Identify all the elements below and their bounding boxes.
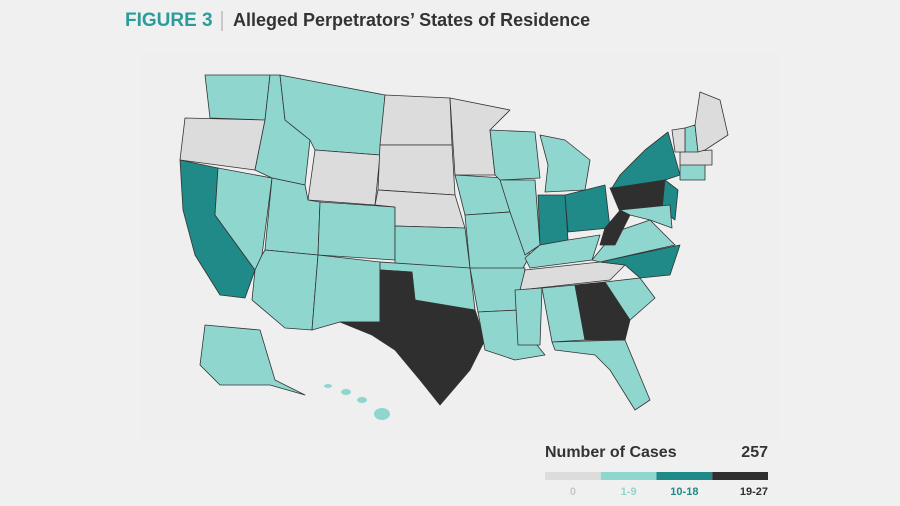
state [574,281,631,341]
state [537,194,569,246]
state [519,261,626,291]
state [489,129,541,181]
state [694,91,729,153]
legend-title: Number of Cases [545,444,677,461]
legend-swatch [712,472,768,480]
state [311,254,381,331]
legend: Number of Cases 257 0 1-9 10-18 19-27 [545,444,768,498]
hawaii-island [324,384,332,388]
legend-swatch [656,472,713,480]
hawaii-island [341,389,351,395]
state [604,277,656,321]
legend-label: 19-27 [740,486,768,498]
state [199,324,306,396]
state [514,287,543,346]
state [599,207,631,246]
legend-label: 0 [570,486,576,498]
state [551,339,651,411]
hawaii-island [357,397,367,403]
state [379,94,453,146]
legend-swatch [545,472,601,480]
legend-swatch [600,472,657,480]
state [499,179,541,256]
state [599,244,681,279]
state [619,204,673,229]
state [464,211,531,271]
state [204,74,271,121]
state [317,201,396,261]
state [524,234,601,269]
legend-total: 257 [741,444,768,461]
state [394,225,471,269]
state [307,149,381,206]
us-map [179,74,729,420]
title: Alleged Perpetrators’ States of Residenc… [233,10,590,30]
hawaii-island [374,408,390,420]
state [377,144,456,196]
legend-label: 1-9 [621,486,637,498]
state [339,269,486,406]
figure-label: FIGURE 3 [125,10,213,31]
state [671,127,686,153]
legend-label: 10-18 [670,486,698,498]
